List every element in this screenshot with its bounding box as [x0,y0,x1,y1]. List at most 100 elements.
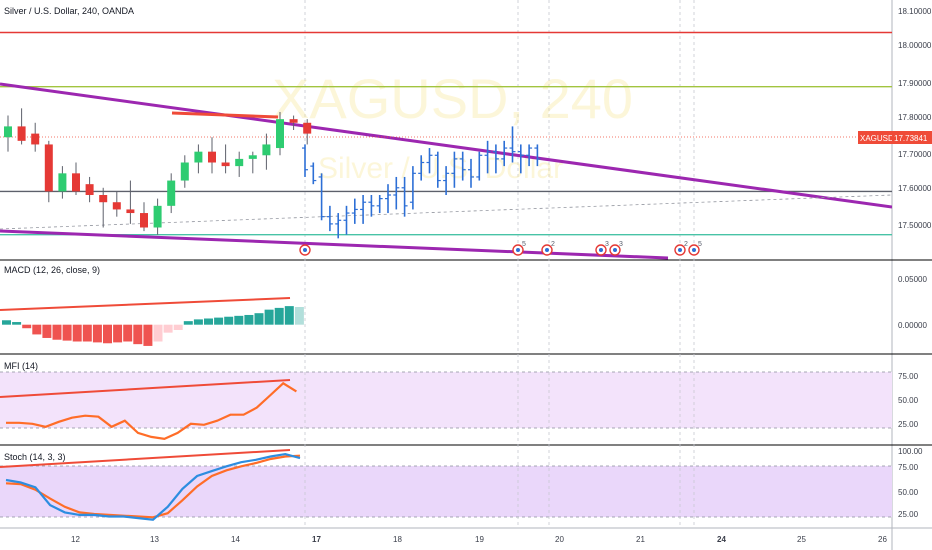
candle-body [140,213,148,228]
candle-body [72,173,80,192]
mfi-axis[interactable]: 75.00 50.00 25.00 [898,372,919,429]
event-flag-center [678,248,682,252]
time-tick: 24 [717,535,726,544]
event-count: 5 [698,241,702,248]
price-tick: 17.80000 [898,113,932,122]
macd-bar [244,314,254,325]
candle-body [276,119,284,149]
time-tick: 14 [231,535,240,544]
macd-bar [254,313,264,325]
macd-bar [284,306,294,325]
last-price-value: 17.73841 [894,134,928,143]
event-flag-center [613,248,617,252]
candle-body [208,151,216,163]
candle-body [112,202,121,210]
time-axis[interactable]: 12 13 14 17 18 19 20 21 24 25 26 [71,535,887,544]
macd-bar [274,307,284,325]
stoch-title: Stoch (14, 3, 3) [4,452,66,462]
macd-bar [183,321,193,325]
candle-body [58,173,67,192]
rising-dashed-line [0,194,892,230]
macd-bar [2,320,11,325]
macd-bar [214,317,224,325]
candle-body [31,133,40,145]
price-axis[interactable]: 18.10000 18.00000 17.90000 17.80000 17.7… [898,7,932,230]
macd-bar [113,324,123,343]
macd-bar [224,316,234,325]
stoch-tick: 100.00 [898,447,923,456]
candle-body [262,144,271,156]
event-count: 3 [619,241,623,248]
macd-bar [82,324,92,342]
candle-body [17,126,26,141]
trendlines [0,82,892,260]
macd-title: MACD (12, 26, close, 9) [4,265,100,275]
event-count: 3 [605,241,609,248]
price-levels [0,31,892,236]
divergence-line-macd [0,297,291,311]
mfi-line [6,381,297,441]
symbol-tag: XAGUSD [860,134,894,143]
candle-body [99,195,108,203]
candle-body [303,122,312,134]
macd-bar [52,324,62,340]
candle-body [194,151,203,163]
time-tick: 25 [797,535,806,544]
time-tick: 19 [475,535,484,544]
time-tick: 17 [312,535,321,544]
mfi-tick: 75.00 [898,372,919,381]
event-flag-center [545,248,549,252]
stoch-axis[interactable]: 100.00 75.00 50.00 25.00 [898,447,923,519]
event-flag-center [599,248,603,252]
macd-tick: 0.05000 [898,275,927,284]
candlestick-series [4,108,312,235]
candle-body [85,184,94,195]
macd-bar [62,324,72,341]
stoch-tick: 75.00 [898,463,919,472]
macd-bar [173,324,183,330]
price-tick: 17.60000 [898,184,932,193]
price-tick: 18.00000 [898,41,932,50]
macd-bar [163,324,173,333]
divergence-line-price [171,111,279,119]
mfi-band [0,372,892,428]
macd-bar [72,324,82,342]
stoch-k-line [5,452,301,521]
time-tick: 18 [393,535,402,544]
macd-bar [133,324,143,345]
candle-body [248,155,257,159]
macd-bar [22,324,32,329]
mfi-tick: 50.00 [898,396,919,405]
last-price-tag: XAGUSD 17.73841 [858,131,932,144]
macd-bar [143,324,153,346]
macd-bar [32,324,42,335]
macd-bar [42,324,52,338]
macd-bar [264,309,274,325]
time-tick: 13 [150,535,159,544]
event-flag-center [303,248,307,252]
economic-events[interactable]: 5 2 3 3 2 5 [299,241,702,256]
macd-bar [234,315,244,325]
macd-bar [103,324,112,344]
candle-body [235,158,244,167]
macd-axis[interactable]: 0.05000 0.00000 [898,275,927,330]
candle-body [44,144,53,192]
macd-bar [123,324,133,342]
stoch-tick: 25.00 [898,510,919,519]
candle-body [221,162,230,167]
time-tick: 12 [71,535,80,544]
event-flag-center [692,248,696,252]
price-tick: 17.50000 [898,221,932,230]
mfi-tick: 25.00 [898,420,919,429]
price-tick: 17.70000 [898,150,932,159]
macd-histogram [2,306,304,346]
support-trendline [0,229,669,260]
resistance-trendline [0,82,892,209]
event-count: 2 [684,241,688,248]
symbol-title: Silver / U.S. Dollar, 240, OANDA [4,6,134,16]
event-count: 2 [551,241,555,248]
macd-bar [153,324,163,342]
stoch-d-line [5,454,301,519]
event-count: 5 [522,241,526,248]
